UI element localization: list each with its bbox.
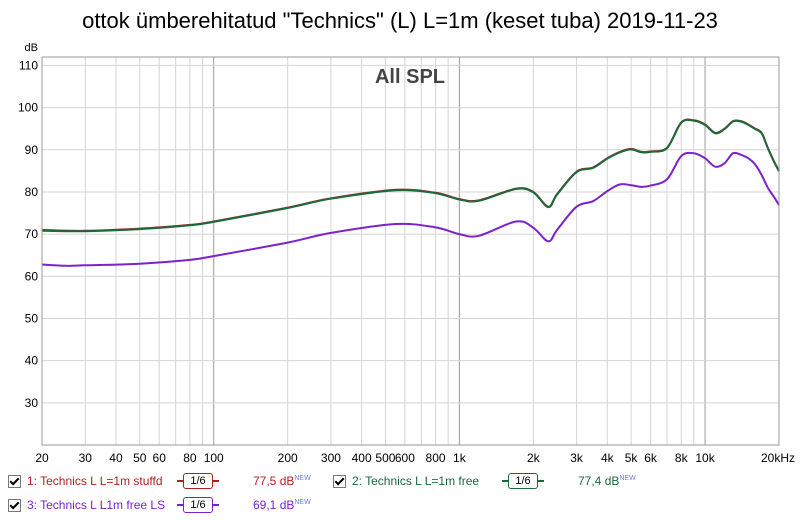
series-1-checkbox[interactable] xyxy=(8,474,21,488)
y-tick-label: 40 xyxy=(25,354,39,368)
series-2-smoothing[interactable]: 1/6 xyxy=(502,473,544,489)
series-2-line xyxy=(41,118,780,233)
legend-row-2: 3: Technics L L1m free LS 1/6 69,1 dBNEW xyxy=(8,496,311,514)
series-3-label: 3: Technics L L1m free LS xyxy=(27,498,166,512)
x-tick-label: 30 xyxy=(79,451,93,465)
x-tick-label: 20 xyxy=(35,451,49,465)
y-tick-label: 80 xyxy=(25,185,39,199)
x-tick-label: 4k xyxy=(601,451,615,465)
y-tick-label: 100 xyxy=(18,101,38,115)
series-1-label: 1: Technics L L=1m stuffd xyxy=(27,474,163,488)
x-tick-label: 8k xyxy=(675,451,689,465)
chart-title: ottok ümberehitatud "Technics" (L) L=1m … xyxy=(82,8,718,33)
x-tick-label: 600 xyxy=(395,451,415,465)
x-tick-label: 400 xyxy=(352,451,372,465)
series-2-level-value: 77,4 dB xyxy=(578,474,620,488)
x-tick-label: 60 xyxy=(153,451,167,465)
x-tick-label: 40 xyxy=(109,451,123,465)
series-3-smoothing[interactable]: 1/6 xyxy=(177,497,219,513)
series-3-checkbox[interactable] xyxy=(8,498,21,512)
x-tick-label: 6k xyxy=(644,451,658,465)
series-1-level: 77,5 dBNEW xyxy=(253,474,333,488)
series-3-level-value: 69,1 dB xyxy=(253,498,295,512)
series-1-level-value: 77,5 dB xyxy=(253,474,295,488)
series-1-new-tag: NEW xyxy=(294,475,311,482)
y-tick-label: 110 xyxy=(19,58,38,72)
x-tick-label: 50 xyxy=(133,451,147,465)
plot-border xyxy=(41,56,780,446)
y-tick-label: 60 xyxy=(25,269,39,283)
y-tick-label: 30 xyxy=(25,396,39,410)
x-tick-label: 10k xyxy=(695,451,715,465)
series-2-label: 2: Technics L L=1m free xyxy=(352,474,480,488)
x-tick-label: 500 xyxy=(375,451,395,465)
chart-subtitle: All SPL xyxy=(375,66,445,88)
series-2-checkbox[interactable] xyxy=(333,474,346,488)
y-tick-label: 50 xyxy=(25,311,39,325)
x-tick-label: 3k xyxy=(570,451,584,465)
x-tick-label: 5k xyxy=(625,451,639,465)
x-tick-label: 1k xyxy=(453,451,467,465)
y-axis-unit: dB xyxy=(25,42,38,54)
x-tick-label: 20kHz xyxy=(761,451,795,465)
x-tick-label: 80 xyxy=(183,451,197,465)
plot-area xyxy=(41,56,780,446)
series-2-new-tag: NEW xyxy=(619,475,636,482)
y-tick-label: 70 xyxy=(25,227,39,241)
x-tick-label: 200 xyxy=(278,451,298,465)
legend-row-1: 1: Technics L L=1m stuffd 1/6 77,5 dBNEW… xyxy=(8,472,636,490)
series-3-level: 69,1 dBNEW xyxy=(253,498,311,512)
series-3-line xyxy=(41,151,780,267)
x-tick-label: 800 xyxy=(426,451,446,465)
x-tick-label: 2k xyxy=(527,451,541,465)
series-2-level: 77,4 dBNEW xyxy=(578,474,636,488)
series-1-smoothing[interactable]: 1/6 xyxy=(177,473,219,489)
x-tick-label: 100 xyxy=(204,451,224,465)
x-tick-label: 300 xyxy=(321,451,341,465)
series-3-new-tag: NEW xyxy=(294,499,311,506)
y-tick-label: 90 xyxy=(25,143,39,157)
